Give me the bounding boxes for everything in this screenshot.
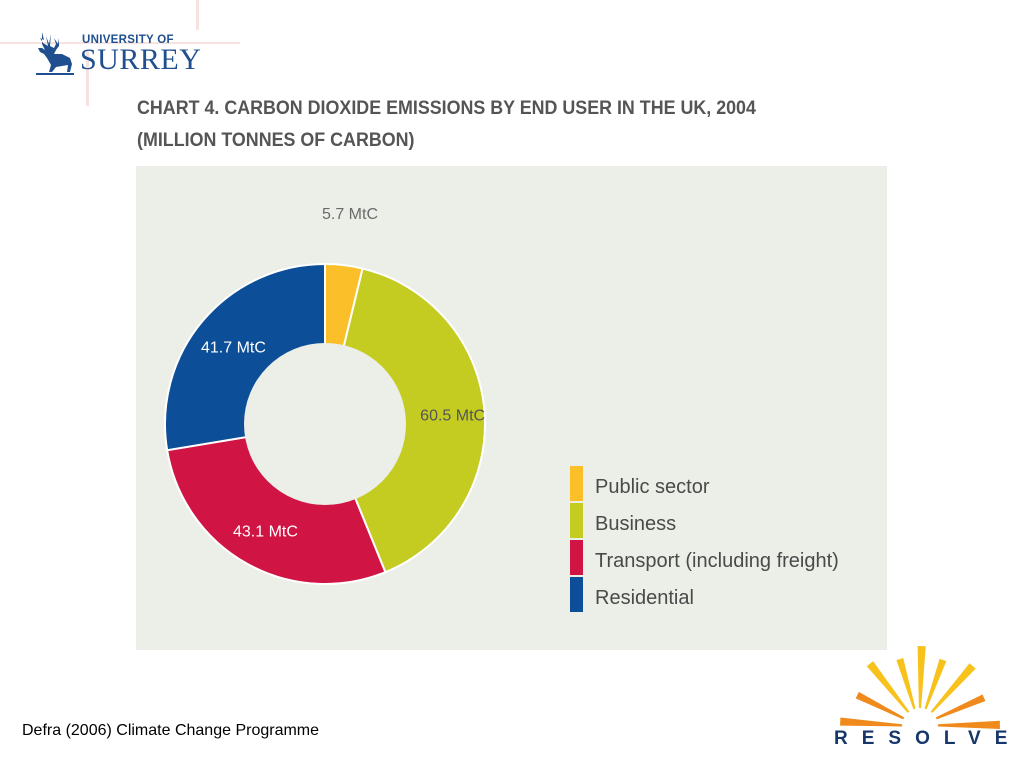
slice-label: 41.7 MtC bbox=[201, 339, 266, 356]
chart-panel: 5.7 MtC 60.5 MtC 43.1 MtC 41.7 MtC Public s… bbox=[136, 166, 887, 650]
logo-small-text: UNIVERSITY OF bbox=[82, 34, 174, 46]
resolve-logo-text: RESOLVE bbox=[834, 728, 1022, 749]
chart-title: CHART 4. CARBON DIOXIDE EMISSIONS BY END… bbox=[137, 93, 756, 157]
chart-legend: Public sector Business Transport (includin… bbox=[570, 466, 839, 612]
chart-title-line-1: CHART 4. CARBON DIOXIDE EMISSIONS BY END… bbox=[137, 98, 756, 119]
donut-hole bbox=[244, 343, 406, 505]
sun-ray bbox=[930, 663, 976, 713]
sun-ray bbox=[924, 658, 947, 710]
university-logo: UNIVERSITY OF SURREY bbox=[32, 28, 212, 80]
sun-ray bbox=[935, 694, 986, 720]
legend-label: Residential bbox=[595, 587, 694, 609]
slice-label: 60.5 MtC bbox=[420, 407, 485, 424]
legend-label: Business bbox=[595, 513, 676, 535]
legend-label: Transport (including freight) bbox=[595, 550, 839, 572]
legend-swatch bbox=[570, 577, 583, 612]
legend-swatch bbox=[570, 540, 583, 575]
stag-icon bbox=[36, 32, 74, 75]
sun-ray bbox=[937, 720, 1000, 729]
chart-title-line-2: (MILLION TONNES OF CARBON) bbox=[137, 130, 415, 151]
slice-labels: 5.7 MtC 60.5 MtC 43.1 MtC 41.7 MtC bbox=[201, 206, 485, 540]
legend-swatch bbox=[570, 503, 583, 538]
sun-ray bbox=[866, 661, 910, 713]
sun-ray bbox=[896, 658, 916, 710]
slice-label: 5.7 MtC bbox=[322, 206, 378, 223]
slice-label: 43.1 MtC bbox=[233, 523, 298, 540]
legend-label: Public sector bbox=[595, 476, 710, 498]
legend-swatch bbox=[570, 466, 583, 501]
logo-big-text: SURREY bbox=[80, 43, 202, 76]
donut-chart: 5.7 MtC 60.5 MtC 43.1 MtC 41.7 MtC Public s… bbox=[164, 206, 839, 612]
source-citation: Defra (2006) Climate Change Programme bbox=[22, 722, 320, 739]
sun-ray bbox=[855, 691, 905, 720]
sunburst-icon bbox=[840, 646, 1000, 729]
sun-ray bbox=[840, 717, 903, 727]
sun-ray bbox=[917, 646, 926, 709]
resolve-logo: RESOLVE bbox=[830, 640, 1010, 760]
